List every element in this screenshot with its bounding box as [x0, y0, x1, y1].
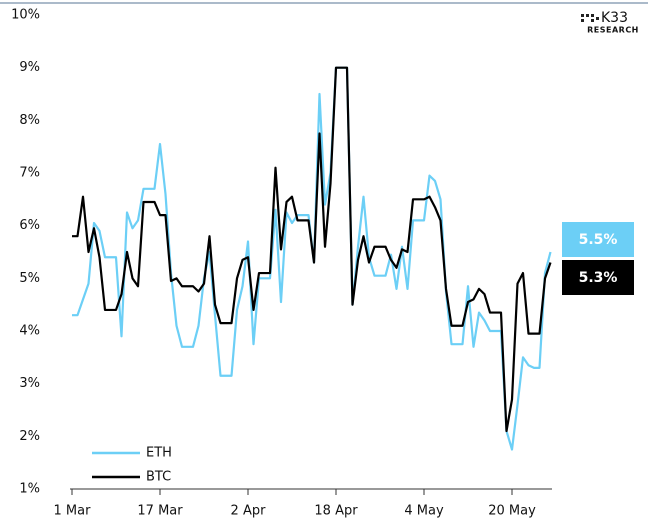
- x-tick-label: 17 Mar: [137, 504, 183, 519]
- y-tick-label: 6%: [19, 218, 40, 233]
- x-tick-label: 2 Apr: [231, 504, 267, 519]
- logo-icon: [581, 14, 599, 22]
- y-tick-label: 8%: [19, 113, 40, 128]
- y-tick-label: 9%: [19, 60, 40, 75]
- logo-name: K33: [601, 10, 628, 26]
- end-label-box: [562, 260, 634, 295]
- x-tick-label: 1 Mar: [54, 504, 92, 519]
- y-tick-label: 2%: [19, 429, 40, 444]
- y-tick-label: 4%: [19, 324, 40, 339]
- end-label-box: [562, 222, 634, 257]
- x-tick-label: 18 Apr: [314, 504, 358, 519]
- logo-sub: RESEARCH: [587, 26, 639, 35]
- legend-label: BTC: [146, 470, 171, 485]
- x-tick-label: 4 May: [404, 504, 444, 519]
- y-tick-label: 7%: [19, 166, 40, 181]
- legend-label: ETH: [146, 446, 172, 461]
- end-label: 5.5%: [579, 232, 618, 248]
- y-tick-label: 3%: [19, 376, 40, 391]
- y-tick-label: 5%: [19, 271, 40, 286]
- end-label: 5.3%: [579, 270, 618, 286]
- x-tick-label: 20 May: [488, 504, 536, 519]
- series-line: [72, 66, 552, 433]
- y-tick-label: 1%: [19, 482, 40, 497]
- y-tick-label: 10%: [11, 8, 40, 23]
